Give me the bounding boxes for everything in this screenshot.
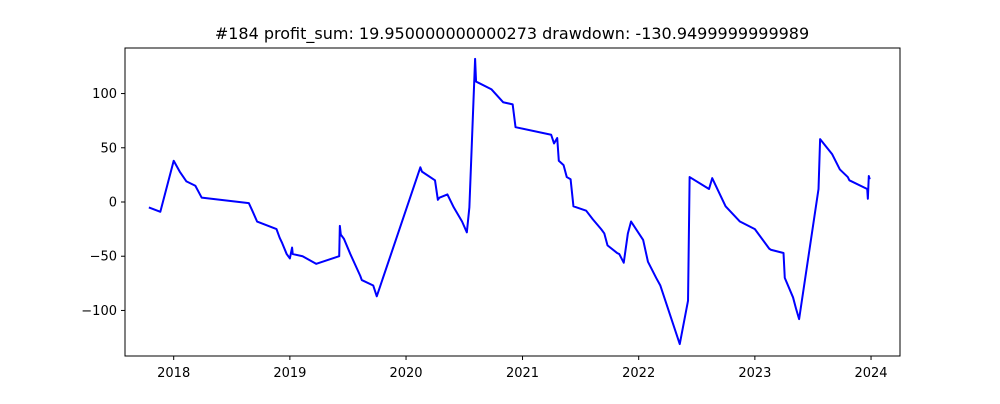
y-tick-label: 50 — [100, 141, 117, 156]
y-tick-label: −50 — [90, 250, 117, 265]
x-tick-label: 2018 — [157, 366, 190, 381]
series-line — [148, 57, 871, 346]
series-layer — [148, 57, 871, 346]
y-tick-label: 0 — [109, 196, 117, 211]
x-tick-label: 2021 — [506, 366, 539, 381]
y-tick-label: −100 — [81, 304, 117, 319]
x-tick-label: 2024 — [854, 366, 887, 381]
x-tick-label: 2020 — [389, 366, 422, 381]
y-axis: −100 −50 0 50 100 — [81, 87, 125, 319]
plot-frame — [124, 47, 901, 357]
chart-title: #184 profit_sum: 19.950000000000273 draw… — [215, 24, 809, 44]
x-tick-label: 2023 — [738, 366, 771, 381]
x-tick-label: 2019 — [273, 366, 306, 381]
y-tick-label: 100 — [92, 87, 117, 102]
x-tick-label: 2022 — [622, 366, 655, 381]
x-axis: 2018 2019 2020 2021 2022 2023 2024 — [157, 356, 888, 381]
